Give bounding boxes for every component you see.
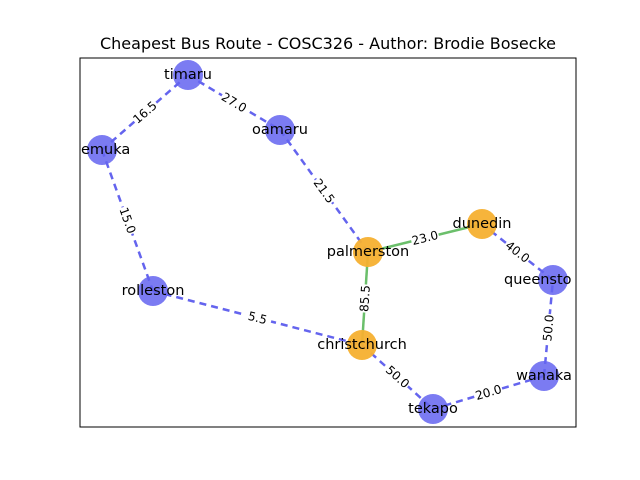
edge-weight-background xyxy=(409,226,441,250)
node-label-queenstown: queensto xyxy=(504,272,572,288)
edge-weight-label: 5.5 xyxy=(247,309,269,327)
node-wanaka xyxy=(529,361,559,391)
node-tekapo xyxy=(418,394,448,424)
node-dunedin xyxy=(467,209,497,239)
node-label-palmerston: palmerston xyxy=(327,244,409,260)
edge-weight-background xyxy=(472,380,505,405)
edge-weight-label: 50.0 xyxy=(540,314,556,342)
plot-area: 16.5 27.021.523.085.515.05.550.020.050.04… xyxy=(81,60,572,424)
node-timaru xyxy=(173,60,203,90)
node-label-wanaka: wanaka xyxy=(516,368,572,384)
node-rolleston xyxy=(138,276,168,306)
edge-weight-background xyxy=(217,88,251,117)
edge-weight-background xyxy=(381,361,414,393)
edge-weight-background xyxy=(501,237,534,267)
edge-weight-label: 85.5 xyxy=(357,285,373,313)
edge-queenstown-dunedin xyxy=(481,223,554,281)
node-label-tekapo: tekapo xyxy=(408,401,458,417)
edge-christchurch-tekapo xyxy=(361,344,434,410)
node-oamaru xyxy=(265,115,295,145)
node-label-rolleston: rolleston xyxy=(122,283,185,299)
node-palmerston xyxy=(353,237,383,267)
axes-frame xyxy=(79,57,577,428)
edge-weight-group: 5.5 xyxy=(241,306,274,330)
node-label-oamaru: oamaru xyxy=(252,122,308,138)
nodes-layer xyxy=(87,60,568,424)
edge-weight-group: 27.0 xyxy=(217,88,251,117)
node-queenstown xyxy=(538,265,568,295)
edge-weight-group: 23.0 xyxy=(409,226,441,250)
edge-weight-background xyxy=(129,97,161,128)
edges-layer xyxy=(100,73,555,411)
edge-weight-group: 40.0 xyxy=(501,237,534,267)
edge-weight-background xyxy=(539,313,558,343)
edge-weight-background xyxy=(356,284,374,313)
edge-weight-group: 50.0 xyxy=(539,313,558,343)
edge-tekapo-wanaka xyxy=(432,374,545,411)
edge-weight-group: 20.0 xyxy=(472,380,505,405)
edge-weight-background xyxy=(309,174,339,208)
edge-weight-background xyxy=(115,204,140,237)
edge-labels-layer: 16.5 27.021.523.085.515.05.550.020.050.04… xyxy=(115,88,558,405)
edge-weight-group: 15.0 xyxy=(115,204,140,237)
node-labels-layer: timaru emuka oamaru palmerston dunedin queens… xyxy=(81,67,572,417)
edge-weight-background xyxy=(241,306,274,330)
node-label-temuka: emuka xyxy=(81,142,130,158)
node-christchurch xyxy=(347,330,377,360)
edge-weight-group: 85.5 xyxy=(356,284,374,313)
edge-weight-group: 21.5 xyxy=(309,174,339,208)
node-label-dunedin: dunedin xyxy=(453,216,512,232)
node-label-christchurch: christchurch xyxy=(317,337,407,353)
edge-weight-label: 23.0 xyxy=(410,228,439,248)
node-label-timaru: timaru xyxy=(164,67,212,83)
node-temuka xyxy=(87,135,117,165)
figure-title: Cheapest Bus Route - COSC326 - Author: B… xyxy=(100,34,556,53)
